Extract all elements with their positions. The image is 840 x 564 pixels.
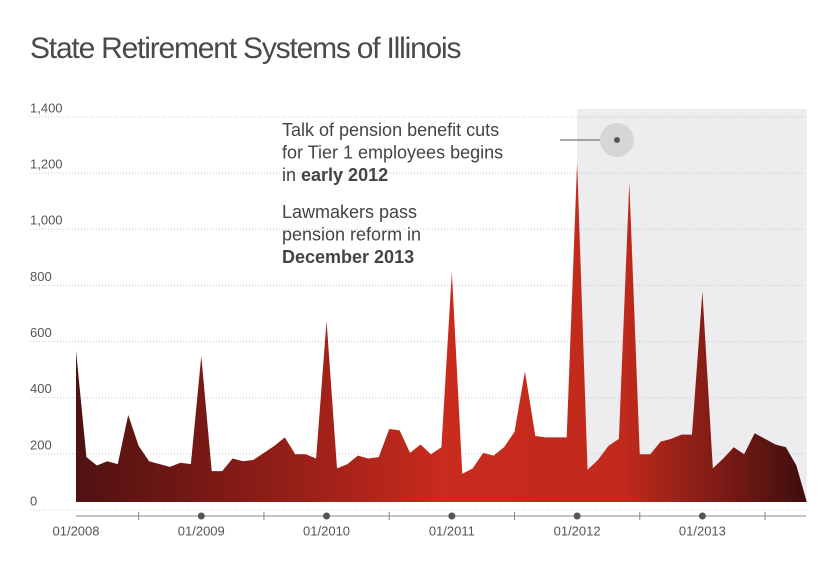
annotation: for Tier 1 employees begins (282, 142, 503, 162)
annotation: Lawmakers pass (282, 202, 417, 222)
annotation-segment: Talk of pension benefit cuts (282, 120, 499, 140)
annotation: December 2013 (282, 247, 414, 267)
x-tick-label: 01/2010 (303, 523, 350, 538)
area (76, 162, 807, 503)
x-tick-dot (197, 512, 205, 520)
chart-title: State Retirement Systems of Illinois (30, 32, 461, 65)
annotation: in early 2012 (282, 165, 388, 185)
annotation: pension reform in (282, 224, 421, 244)
x-tick-label: 01/2008 (53, 523, 100, 538)
y-tick-label: 0 (30, 493, 37, 508)
annotation-segment: for Tier 1 employees begins (282, 142, 503, 162)
x-tick-dot (323, 512, 331, 520)
annotation-segment: Lawmakers pass (282, 202, 417, 222)
x-tick-label: 01/2011 (429, 523, 475, 538)
annotation-segment: pension reform in (282, 224, 421, 244)
x-tick-dot (698, 512, 706, 520)
y-tick-label: 400 (30, 381, 52, 396)
y-tick-label: 600 (30, 325, 52, 340)
annotation: Talk of pension benefit cuts (282, 120, 499, 140)
y-tick-label: 200 (30, 437, 52, 452)
y-tick-label: 1,000 (30, 213, 63, 228)
x-tick-label: 01/2013 (679, 523, 726, 538)
x-tick-dot (448, 512, 456, 520)
x-tick-dot (573, 512, 581, 520)
annotation-segment: early 2012 (301, 165, 388, 185)
x-tick-label: 01/2012 (554, 523, 601, 538)
y-tick-label: 1,200 (30, 157, 63, 172)
pointer-dot (614, 137, 620, 143)
y-tick-label: 800 (30, 269, 52, 284)
annotation-segment: in (282, 165, 296, 185)
x-tick-label: 01/2009 (178, 523, 225, 538)
y-tick-label: 1,400 (30, 100, 63, 115)
annotation-segment: December 2013 (282, 247, 414, 267)
